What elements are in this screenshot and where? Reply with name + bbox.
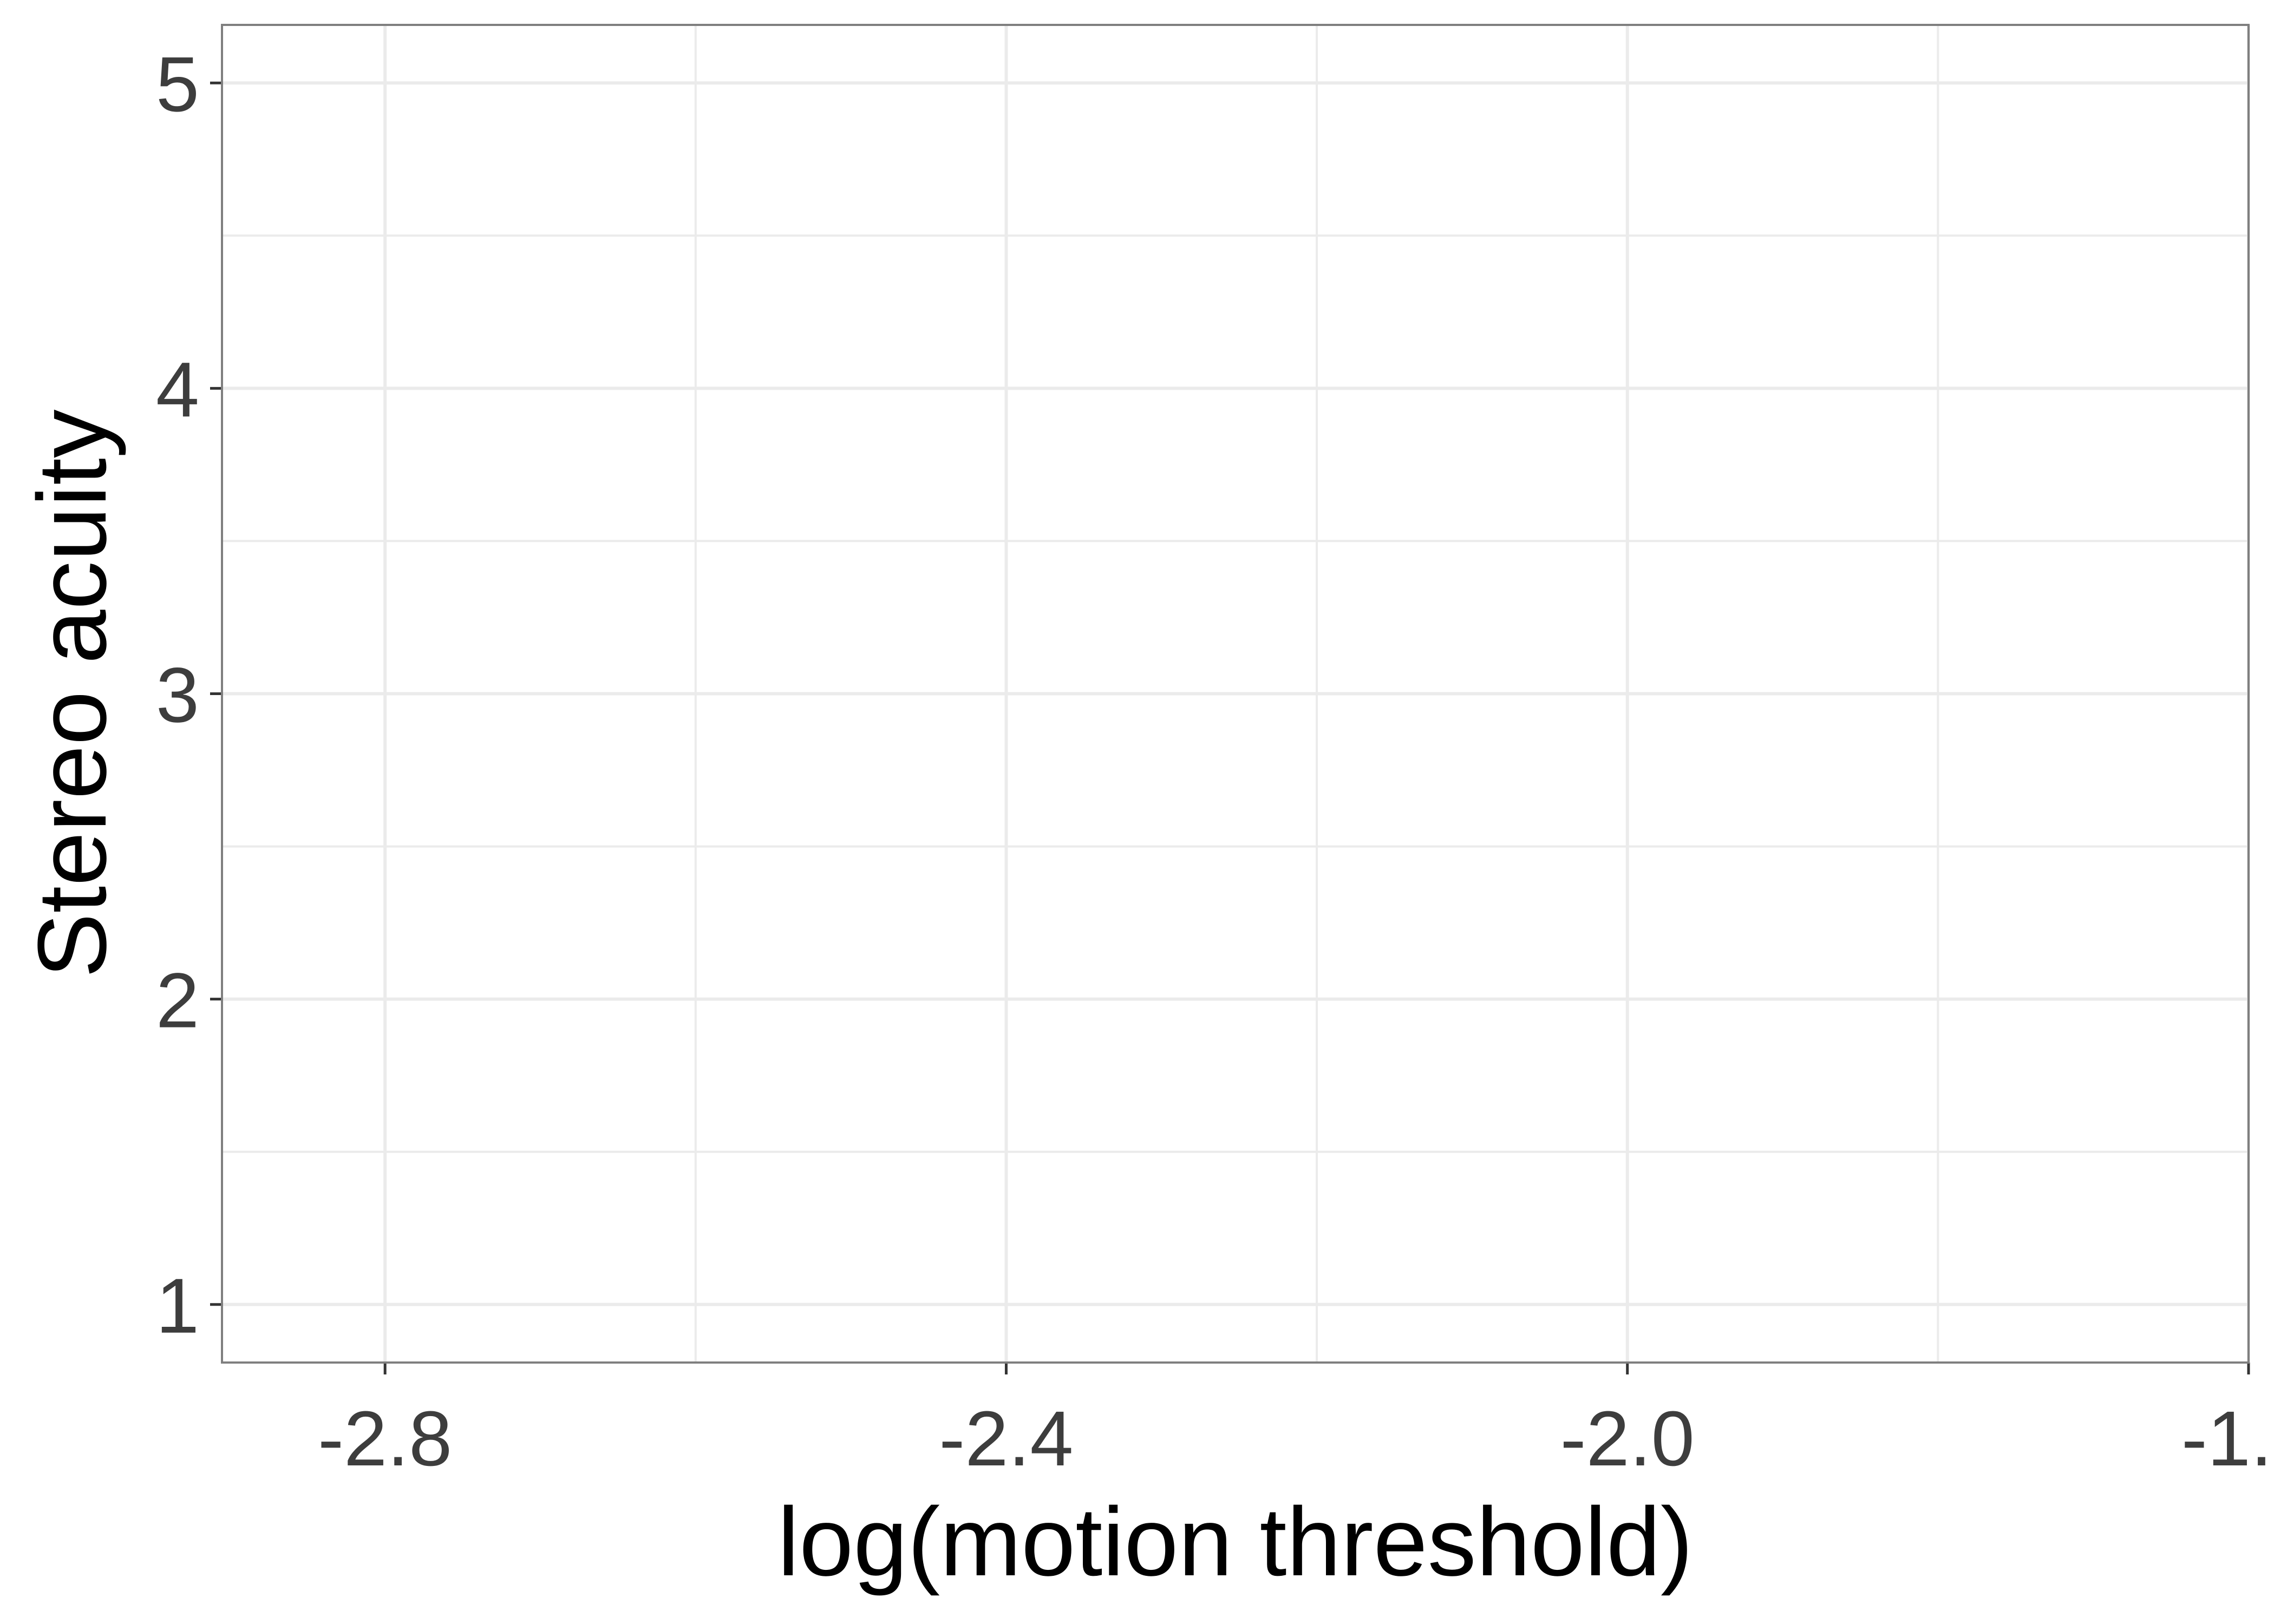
y-tick-label: 3: [156, 652, 199, 739]
y-tick-label: 5: [156, 41, 199, 128]
x-tick-label: -1.6: [2181, 1395, 2274, 1482]
y-tick-label: 2: [156, 957, 199, 1044]
x-tick-label: -2.4: [939, 1395, 1073, 1482]
y-tick-label: 1: [156, 1262, 199, 1350]
y-tick-label: 4: [156, 346, 199, 433]
x-axis-title: log(motion threshold): [777, 1488, 1693, 1596]
y-axis-title: Stereo acuity: [18, 409, 127, 978]
axis-ticks: [210, 83, 2249, 1374]
tick-labels: -2.8 -2.4 -2.0 -1.6 1 2 3 4 5: [156, 41, 2274, 1482]
x-tick-label: -2.8: [318, 1395, 452, 1482]
x-tick-label: -2.0: [1560, 1395, 1695, 1482]
grid-lines: [222, 25, 2249, 1363]
